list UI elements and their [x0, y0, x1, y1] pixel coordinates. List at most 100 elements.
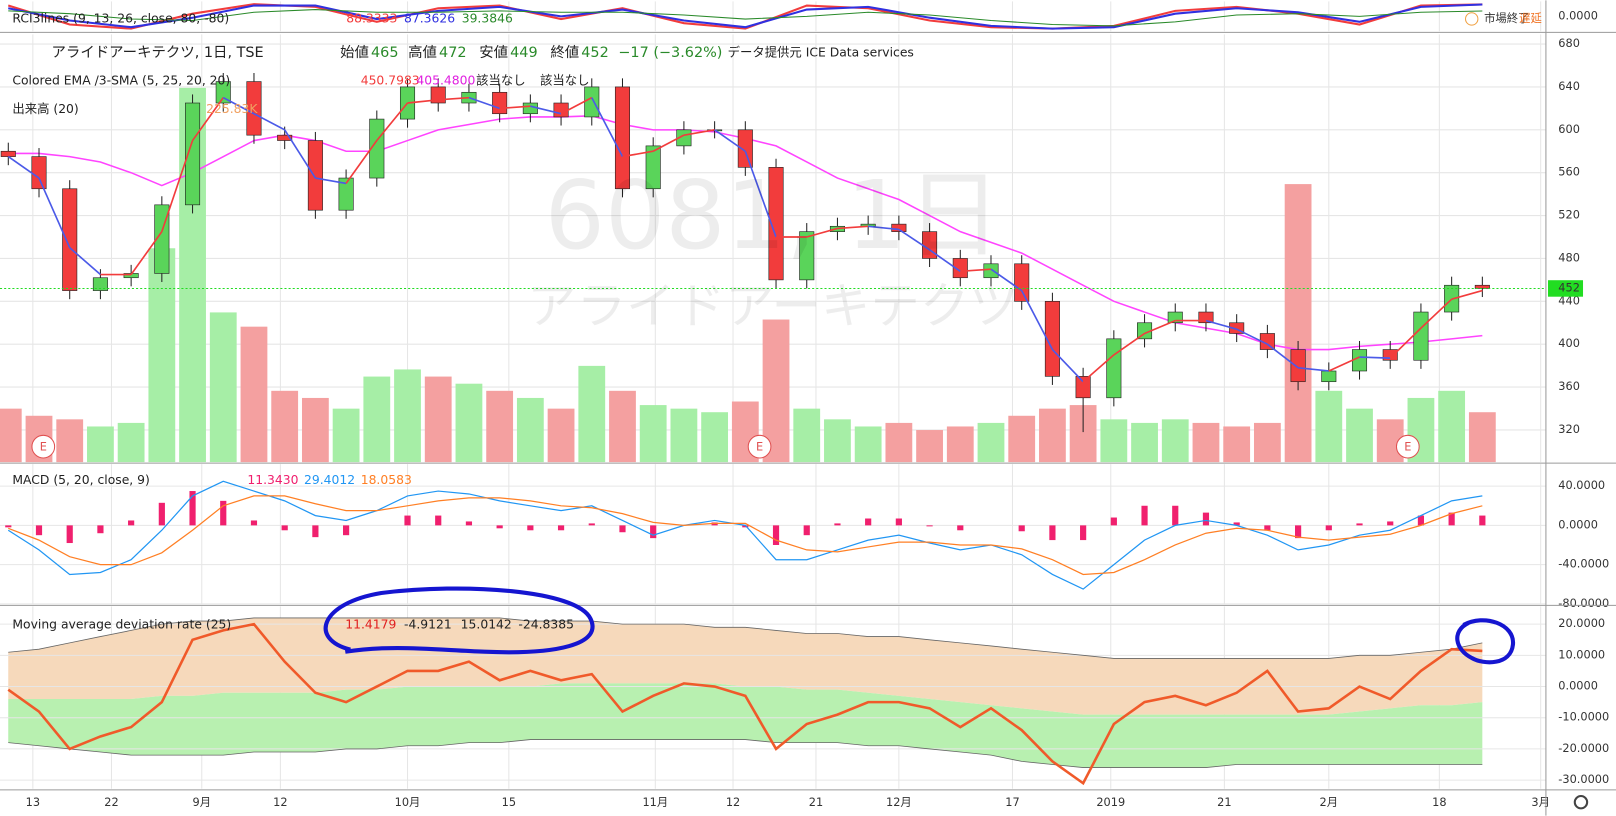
ema-segment: [1298, 366, 1329, 372]
volume-bar: [1223, 426, 1251, 463]
x-tick-label: 18: [1432, 795, 1446, 809]
volume-bar: [609, 390, 636, 463]
legend-value: 該当なし: [540, 72, 589, 87]
ohlc-label: 高値: [408, 44, 437, 61]
histogram-bar: [957, 525, 964, 531]
settings-icon[interactable]: [1573, 794, 1589, 810]
y-tick-label: -30.0000: [1558, 772, 1609, 786]
volume-bar: [1468, 412, 1496, 463]
ohlc-label: 始値: [340, 44, 369, 61]
ema-segment: [7, 155, 40, 179]
volume-bar: [516, 397, 544, 463]
histogram-bar: [1049, 525, 1056, 541]
ema-segment: [868, 225, 899, 231]
candle-body: [62, 188, 78, 291]
volume-bar: [793, 408, 821, 463]
watermark: 6081, 1日: [545, 161, 1002, 271]
ema-segment: [652, 134, 685, 152]
pane-title: Colored EMA /3-SMA (5, 25, 20, 20): [12, 73, 230, 87]
histogram-bar: [465, 521, 473, 526]
histogram-bar: [834, 523, 841, 526]
volume-bar: [977, 422, 1005, 463]
histogram-bar: [66, 525, 73, 544]
histogram-bar: [895, 518, 902, 526]
x-tick-label: 3月: [1531, 795, 1550, 809]
volume-bar: [1253, 422, 1281, 463]
data-source: データ提供元 ICE Data services: [728, 44, 914, 59]
status-icon: [1465, 12, 1479, 26]
histogram-bar: [650, 525, 657, 539]
volume-bar: [1039, 408, 1066, 463]
ema-segment: [1359, 356, 1391, 359]
y-tick-label: 0.0000: [1558, 8, 1598, 22]
y-tick-label: 520: [1558, 208, 1580, 222]
histogram-bar: [1295, 525, 1302, 539]
histogram-bar: [1325, 525, 1332, 531]
annotation-circle: [323, 586, 595, 655]
legend-value: 29.4012: [304, 473, 355, 487]
y-tick-label: 640: [1558, 79, 1580, 93]
x-tick-label: 21: [1217, 795, 1231, 809]
legend-value: 88.3333: [346, 11, 397, 25]
rci-line: [7, 3, 1483, 30]
pane-title: Moving average deviation rate (25): [12, 617, 231, 631]
ema-segment: [990, 268, 1023, 292]
band-fill: [8, 617, 1483, 715]
volume-bar: [56, 419, 84, 463]
candle-body: [0, 150, 16, 157]
ema-segment: [38, 177, 71, 249]
last-price-label: 452: [1558, 280, 1580, 294]
earnings-label: E: [1404, 440, 1411, 454]
ema-segment: [161, 140, 194, 232]
band-line: [8, 739, 1483, 768]
x-tick-label: 12: [273, 795, 287, 809]
market-status: 市場終了: [1484, 11, 1529, 25]
y-tick-label: -20.0000: [1558, 741, 1609, 755]
histogram-bar: [1172, 505, 1179, 526]
candle-body: [1229, 322, 1245, 334]
candle-body: [1382, 349, 1398, 361]
volume-bar: [117, 422, 145, 463]
ema-segment: [1328, 356, 1360, 372]
ema-segment: [898, 228, 931, 251]
candle-body: [1198, 311, 1214, 324]
ema-segment: [1266, 343, 1299, 369]
ohlc-label: 安値: [479, 44, 508, 61]
histogram-bar: [128, 520, 135, 526]
candle-body: [584, 86, 600, 118]
histogram-bar: [865, 518, 872, 526]
ohlc-value: 449: [510, 45, 538, 61]
histogram-bar: [158, 502, 165, 526]
histogram-bar: [1018, 525, 1025, 532]
volume-bar: [209, 312, 237, 463]
legend-value: 18.0583: [361, 473, 412, 487]
candle-body: [553, 102, 569, 118]
earnings-label: E: [756, 440, 763, 454]
y-tick-label: -80.0000: [1558, 596, 1609, 610]
histogram-bar: [803, 525, 810, 536]
y-tick-label: 680: [1558, 36, 1580, 50]
ema-segment: [960, 268, 992, 273]
candle-body: [799, 231, 815, 281]
volume-bar: [824, 419, 851, 463]
legend-value: 225.83K: [206, 102, 258, 116]
ema-segment: [1236, 328, 1268, 345]
candle-body: [768, 167, 784, 281]
ema-segment: [1205, 319, 1237, 330]
candle-body: [185, 102, 201, 206]
volume-bar: [701, 412, 729, 463]
candle-body: [492, 91, 508, 115]
ema-segment: [1389, 327, 1422, 359]
x-tick-label: 12: [726, 795, 740, 809]
rci-line: [8, 3, 1483, 30]
histogram-bar: [1448, 512, 1455, 526]
volume-bar: [1346, 408, 1373, 463]
ema-segment: [806, 227, 838, 238]
legend-value: 405.4800: [416, 73, 475, 87]
histogram-bar: [1264, 525, 1271, 531]
x-tick-label: 11月: [642, 795, 668, 809]
ema-segment: [130, 231, 163, 275]
ema-segment: [1451, 289, 1483, 300]
ema-segment: [376, 102, 409, 142]
